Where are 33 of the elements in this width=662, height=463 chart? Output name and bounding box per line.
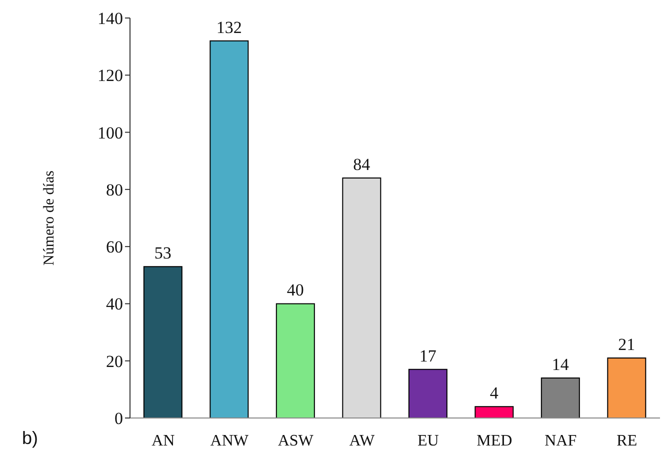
data-label: 4 — [490, 384, 499, 403]
bar — [474, 406, 514, 418]
x-tick-label: ASW — [278, 432, 314, 450]
data-label: 53 — [154, 244, 172, 263]
x-tick-label: MED — [476, 432, 512, 450]
x-tick-label: EU — [417, 432, 440, 450]
bar — [408, 368, 448, 418]
y-tick-label: 80 — [106, 180, 123, 200]
y-tick-label: 140 — [98, 9, 123, 28]
data-label: 84 — [353, 155, 371, 174]
data-label: 40 — [286, 280, 304, 300]
bar — [342, 178, 382, 418]
y-tick-label: 20 — [106, 352, 123, 371]
y-tick-label: 100 — [98, 123, 123, 142]
y-axis-title: Número de días — [41, 170, 58, 266]
data-label: 14 — [552, 355, 570, 374]
x-tick-label: AN — [152, 432, 176, 450]
bar — [210, 40, 249, 418]
text: b) — [22, 428, 38, 449]
x-tick-label: ANW — [210, 432, 250, 450]
x-tick-label: RE — [616, 432, 638, 450]
y-tick-label: 60 — [106, 238, 123, 257]
bar — [276, 303, 315, 418]
bar — [143, 266, 182, 418]
y-tick-label: 0 — [114, 409, 123, 428]
data-label: 132 — [216, 18, 242, 37]
y-tick-label: 40 — [106, 294, 123, 314]
bar — [607, 358, 646, 418]
y-tick-label: 120 — [98, 66, 123, 86]
x-tick-label: NAF — [544, 432, 577, 450]
data-label: 21 — [618, 335, 636, 354]
data-label: 17 — [419, 346, 437, 366]
x-tick-label: AW — [349, 432, 376, 450]
